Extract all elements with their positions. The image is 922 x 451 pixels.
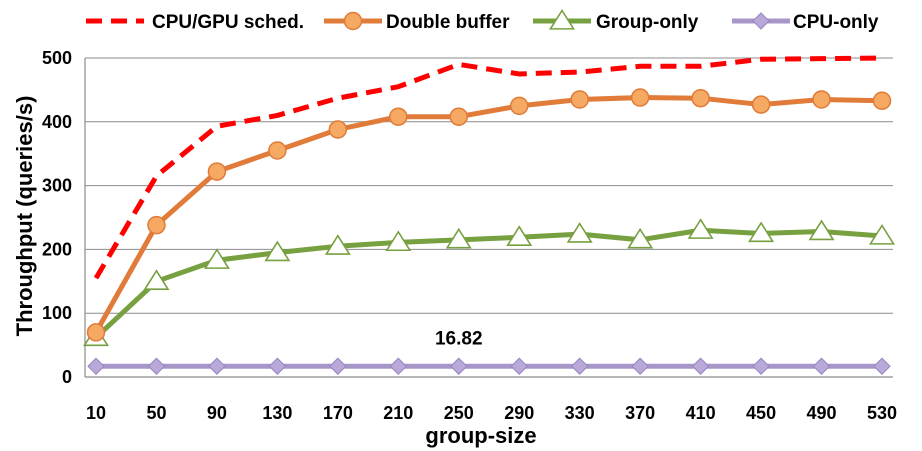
data-point xyxy=(147,357,166,375)
data-point xyxy=(450,357,468,375)
data-point xyxy=(872,91,892,110)
data-point xyxy=(752,357,770,375)
data-point xyxy=(566,222,593,243)
x-tick-label: 370 xyxy=(625,403,655,423)
x-axis-title: group-size xyxy=(425,423,536,448)
data-point xyxy=(87,357,105,375)
data-point xyxy=(570,90,589,109)
series-line xyxy=(93,95,883,334)
series-cpu-gpu-sched- xyxy=(93,55,883,280)
y-tick-label: 300 xyxy=(42,176,72,196)
x-tick-label: 170 xyxy=(323,403,353,423)
legend-label: CPU-only xyxy=(793,12,879,33)
y-tick-label: 200 xyxy=(42,239,72,259)
series-line xyxy=(93,55,883,280)
legend-label: Double buffer xyxy=(386,12,510,33)
data-point xyxy=(328,120,348,139)
data-point xyxy=(208,357,226,375)
gridlines xyxy=(85,57,893,314)
legend-item: Double buffer xyxy=(324,11,510,33)
data-point xyxy=(509,96,529,116)
annotations: 16.82 xyxy=(435,328,483,349)
data-point xyxy=(691,88,710,108)
data-point xyxy=(389,107,408,126)
tick-labels: 0 100 200 300 400 500 10 50 90 130 170 210 250 290 330… xyxy=(42,48,897,423)
data-point xyxy=(812,90,831,109)
axes xyxy=(84,58,893,378)
series-line xyxy=(94,227,883,340)
data-point xyxy=(143,269,170,290)
x-tick-label: 210 xyxy=(383,403,413,423)
data-point xyxy=(627,227,654,249)
data-point xyxy=(264,240,291,262)
x-tick-label: 450 xyxy=(746,403,776,423)
legend-marker xyxy=(549,8,575,30)
x-tick-label: 90 xyxy=(207,403,227,423)
y-tick-label: 0 xyxy=(62,367,72,387)
data-point xyxy=(329,357,347,375)
legend-marker xyxy=(752,12,770,30)
data-point xyxy=(691,357,710,375)
y-tick-label: 100 xyxy=(42,303,72,323)
data-point xyxy=(147,215,166,235)
data-point xyxy=(389,357,408,375)
legend-item: CPU/GPU sched. xyxy=(86,12,304,33)
data-point xyxy=(207,162,227,181)
y-tick-label: 500 xyxy=(42,48,72,68)
legend-marker xyxy=(343,11,363,31)
data-label: 16.82 xyxy=(435,328,483,349)
x-tick-label: 50 xyxy=(146,403,166,423)
data-point xyxy=(385,230,412,252)
x-tick-label: 410 xyxy=(686,403,716,423)
legend-item: Group-only xyxy=(533,8,699,33)
data-point xyxy=(268,141,287,160)
data-point xyxy=(812,357,831,375)
x-tick-label: 130 xyxy=(262,403,292,423)
y-tick-label: 400 xyxy=(42,112,72,132)
x-tick-label: 250 xyxy=(444,403,474,423)
x-tick-label: 530 xyxy=(867,403,897,423)
x-tick-label: 330 xyxy=(565,403,595,423)
data-point xyxy=(808,219,835,241)
data-point xyxy=(631,357,649,375)
series-group-only xyxy=(83,218,895,347)
data-point xyxy=(630,88,650,107)
series-cpu-only xyxy=(87,357,891,375)
legend-label: CPU/GPU sched. xyxy=(152,12,304,33)
series xyxy=(83,55,895,375)
data-point xyxy=(510,357,528,375)
legend: CPU/GPU sched. Double buffer Group-only CPU… xyxy=(86,8,879,33)
legend-item: CPU-only xyxy=(732,12,879,33)
legend-label: Group-only xyxy=(596,12,699,33)
data-point xyxy=(751,95,771,114)
data-point xyxy=(748,221,775,243)
y-axis-title: Throughput (queries/s) xyxy=(12,96,37,337)
x-tick-label: 490 xyxy=(807,403,837,423)
x-tick-label: 290 xyxy=(504,403,534,423)
x-tick-label: 10 xyxy=(86,403,106,423)
data-point xyxy=(449,107,469,126)
series-double-buffer xyxy=(86,88,892,342)
data-point xyxy=(873,357,891,375)
data-point xyxy=(268,357,287,375)
data-point xyxy=(570,357,589,375)
data-point xyxy=(869,223,895,245)
data-point xyxy=(324,234,351,255)
data-point xyxy=(687,218,714,239)
data-point xyxy=(445,227,472,249)
data-point xyxy=(506,225,533,246)
data-point xyxy=(86,323,106,342)
data-point xyxy=(203,248,230,269)
